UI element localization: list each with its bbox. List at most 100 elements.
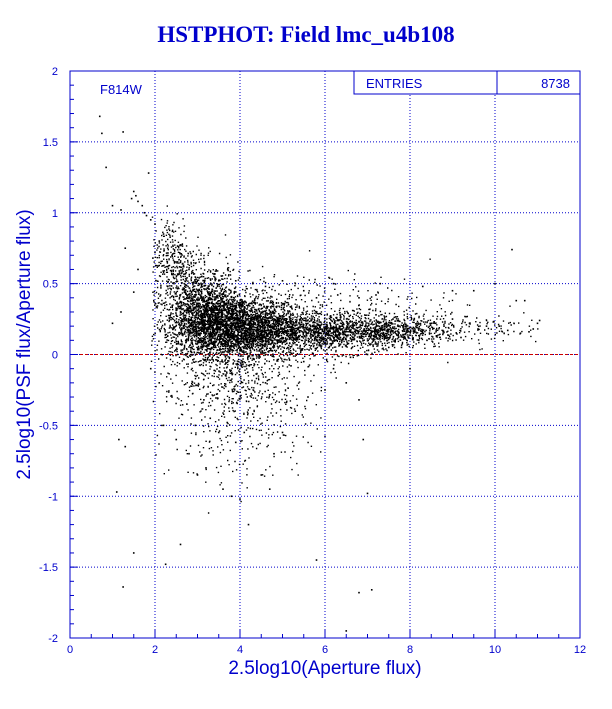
data-point bbox=[226, 421, 229, 424]
data-point bbox=[175, 438, 178, 441]
y-tick-label: 1.5 bbox=[43, 137, 58, 149]
data-point bbox=[122, 131, 124, 133]
data-point bbox=[234, 279, 237, 282]
data-point bbox=[135, 194, 137, 197]
data-point bbox=[409, 367, 411, 370]
data-point bbox=[186, 403, 188, 405]
stats-entries-label: ENTRIES bbox=[366, 76, 423, 91]
data-point bbox=[417, 328, 420, 330]
data-point bbox=[179, 261, 182, 264]
data-point bbox=[366, 353, 369, 356]
data-point bbox=[111, 322, 114, 325]
data-point bbox=[162, 233, 165, 235]
data-point bbox=[302, 360, 305, 363]
data-point bbox=[345, 630, 348, 632]
data-point bbox=[375, 314, 377, 316]
data-point bbox=[358, 297, 360, 299]
data-point bbox=[111, 204, 114, 207]
data-point bbox=[247, 523, 250, 526]
data-point bbox=[143, 211, 146, 214]
x-tick-label: 2 bbox=[152, 644, 158, 656]
data-point bbox=[234, 441, 237, 444]
data-point bbox=[294, 410, 297, 412]
data-point bbox=[281, 279, 284, 282]
data-point bbox=[154, 223, 156, 225]
y-tick-label: -2 bbox=[48, 633, 58, 645]
data-point bbox=[196, 474, 199, 476]
data-point bbox=[158, 382, 161, 384]
data-point bbox=[307, 396, 309, 398]
data-point bbox=[122, 586, 124, 588]
data-point bbox=[230, 495, 233, 498]
data-point bbox=[358, 591, 360, 594]
data-point bbox=[315, 559, 318, 561]
y-tick-label: 0 bbox=[52, 350, 58, 362]
data-point bbox=[400, 346, 403, 349]
data-point bbox=[209, 417, 212, 420]
data-point bbox=[358, 399, 360, 401]
data-point bbox=[506, 329, 509, 332]
data-point bbox=[179, 543, 182, 546]
y-axis-title: 2.5log10(PSF flux/Aperture flux) bbox=[14, 209, 35, 479]
data-point bbox=[132, 291, 135, 293]
data-point bbox=[164, 563, 167, 566]
data-point bbox=[120, 209, 122, 211]
data-point bbox=[523, 299, 526, 302]
data-point bbox=[105, 166, 107, 169]
data-point bbox=[421, 285, 424, 288]
data-point bbox=[251, 413, 254, 415]
stats-box-frame bbox=[353, 70, 581, 95]
data-point bbox=[239, 498, 241, 500]
data-point bbox=[290, 365, 292, 367]
data-point bbox=[268, 488, 271, 490]
y-tick-label: 2 bbox=[52, 66, 58, 78]
data-point bbox=[188, 452, 190, 455]
x-tick-label: 6 bbox=[322, 644, 328, 656]
data-point bbox=[264, 382, 267, 384]
data-point bbox=[183, 285, 186, 288]
data-point bbox=[130, 197, 133, 200]
data-point bbox=[145, 214, 148, 217]
x-axis-title: 2.5log10(Aperture flux) bbox=[228, 658, 421, 679]
data-point bbox=[158, 240, 161, 242]
data-point bbox=[215, 393, 218, 395]
data-point bbox=[404, 332, 407, 335]
data-point bbox=[277, 374, 280, 377]
axis-ticks: 0 2 4 6 8 10 12 2 1.5 1 0.5 0 -0.5 -1 -1.5 -2 bbox=[39, 66, 586, 656]
data-point bbox=[430, 322, 433, 325]
data-point bbox=[472, 289, 475, 292]
data-point bbox=[188, 268, 190, 271]
data-point bbox=[205, 467, 207, 469]
data-point bbox=[332, 367, 335, 370]
data-point bbox=[315, 297, 318, 299]
data-point bbox=[532, 328, 535, 330]
y-tick-label: -1.5 bbox=[39, 562, 58, 574]
data-point bbox=[362, 438, 365, 441]
data-point bbox=[477, 328, 479, 330]
data-point bbox=[460, 336, 462, 339]
data-point bbox=[171, 396, 173, 398]
data-point bbox=[124, 445, 127, 448]
x-tick-label: 8 bbox=[407, 644, 413, 656]
y-tick-label: -0.5 bbox=[39, 420, 58, 432]
data-point bbox=[379, 282, 382, 285]
stats-entries-value: 8738 bbox=[541, 76, 570, 91]
data-point bbox=[536, 322, 539, 325]
data-point bbox=[302, 289, 305, 292]
data-point bbox=[101, 132, 103, 135]
y-tick-label: -1 bbox=[48, 491, 58, 503]
data-point bbox=[137, 268, 139, 271]
data-point bbox=[273, 452, 275, 455]
data-point bbox=[511, 248, 513, 251]
data-point bbox=[124, 247, 127, 249]
data-point bbox=[324, 389, 326, 391]
data-point bbox=[332, 282, 335, 285]
data-point bbox=[538, 319, 541, 322]
x-tick-label: 10 bbox=[489, 644, 501, 656]
data-point bbox=[451, 318, 454, 320]
x-tick-label: 4 bbox=[237, 644, 243, 656]
data-point bbox=[120, 311, 122, 313]
data-point bbox=[515, 299, 518, 302]
data-point bbox=[370, 589, 373, 591]
data-point bbox=[141, 204, 144, 207]
